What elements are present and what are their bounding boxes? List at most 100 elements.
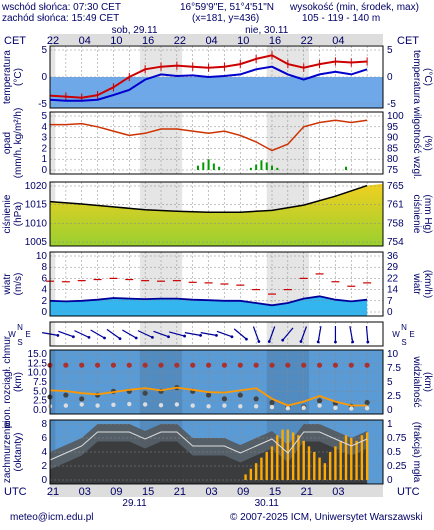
wind-direction-arrow <box>268 326 276 342</box>
wind-tick-kmh: 7 <box>387 296 393 307</box>
fog-bar <box>260 457 263 480</box>
left-axis-unit: (hPa) <box>13 202 24 226</box>
cloud-mid-dot <box>142 390 148 396</box>
footer-email[interactable]: meteo@icm.edu.pl <box>10 512 94 523</box>
top-tz-left: CET <box>4 35 26 47</box>
fog-bar <box>350 438 353 480</box>
cloud-top-dot <box>253 362 259 368</box>
bottom-tz-left: UTC <box>4 486 27 498</box>
night-shade <box>50 252 56 316</box>
cloud-low-dot <box>364 405 370 411</box>
left-axis-title: opad <box>2 132 13 154</box>
precipitation-bar <box>197 165 199 170</box>
fog-bar <box>334 446 337 480</box>
panel-background <box>50 112 383 174</box>
wind-tick-ms: 6 <box>41 273 47 284</box>
precipitation-bar <box>212 163 215 170</box>
right-axis-unit: (%) <box>422 135 433 151</box>
pressure-tick-mmhg: 761 <box>387 200 404 211</box>
cloud-cover-tick: 8 <box>41 419 47 430</box>
cloud-mid-dot <box>205 392 212 398</box>
cloud-top-dot <box>237 362 243 368</box>
fog-fraction-tick: 0.25 <box>387 461 407 472</box>
cloud-top-dot <box>63 362 69 368</box>
cloud-low-dot <box>174 402 180 407</box>
temp-tick-left: 5 <box>41 45 47 56</box>
visibility-tick: 7.5 <box>387 363 401 374</box>
bottom-hour-label: 21 <box>301 486 313 498</box>
wind-arrow-head <box>245 337 248 341</box>
cloud-mid-dot <box>79 396 85 402</box>
cloud-extent-tick: 2.5 <box>33 396 47 407</box>
wind-direction-arrow <box>106 328 121 340</box>
wind-tick-ms: 0 <box>41 307 47 318</box>
height-values: 105 - 119 - 140 m <box>302 13 381 24</box>
wind-arrow-head <box>316 340 320 344</box>
cloud-low-dot <box>253 404 259 409</box>
top-hour-label: 22 <box>301 35 313 47</box>
wind-direction-arrow <box>365 325 369 343</box>
top-day-label: sob, 29.11 <box>112 25 158 36</box>
precipitation-bar <box>249 167 252 170</box>
wind-tick-kmh: 14 <box>387 285 399 296</box>
visibility-tick: 10 <box>387 349 399 360</box>
precipitation-bar <box>271 165 273 170</box>
top-hour-label: 22 <box>174 35 186 47</box>
panel-border <box>49 181 384 247</box>
pressure-tick-hpa: 1015 <box>25 200 48 211</box>
precipitation-bar <box>265 162 268 170</box>
wind-tick-ms: 2 <box>41 296 47 307</box>
pressure-tick-hpa: 1005 <box>25 237 48 248</box>
top-tz-right: CET <box>397 35 419 47</box>
sunrise-text: wschód słońca: 07:30 CET <box>2 2 121 13</box>
wind-direction-arrow <box>349 326 354 342</box>
cloud-low-dot <box>222 403 227 408</box>
precipitation-bar <box>207 159 210 170</box>
wind-arrow-head <box>183 334 186 338</box>
wind-arrow-head <box>215 333 218 337</box>
fog-fraction-tick: 0.5 <box>387 447 401 458</box>
sunset-text: zachód słońca: 15:49 CET <box>2 13 120 24</box>
wind-direction-arrow <box>58 330 74 338</box>
bottom-tz-right: UTC <box>397 486 420 498</box>
compass-s-right: S <box>401 338 406 347</box>
night-shade <box>266 112 309 174</box>
cloud-low-dot <box>301 405 306 410</box>
wind-arrow-head <box>56 333 60 337</box>
wind-direction-arrow <box>168 331 185 337</box>
bottom-hour-label: 03 <box>79 486 91 498</box>
left-axis-title: pion. rozciągł. chmur <box>2 335 13 428</box>
cloud-extent-tick: 15.0 <box>28 349 48 360</box>
cloud-top-dot <box>348 362 354 368</box>
fog-bar <box>297 435 300 480</box>
wind-direction-arrow <box>317 326 322 342</box>
compass-w: W <box>8 330 16 339</box>
right-axis-title: temperatura <box>411 50 422 104</box>
panel-border <box>49 419 384 485</box>
right-axis-title: wilgotność wzgl. <box>411 106 422 179</box>
wind-direction-arrow <box>153 330 169 338</box>
wind-arrow-head <box>87 335 91 339</box>
top-hour-label: 16 <box>142 35 154 47</box>
fog-fraction-tick: 0 <box>387 475 393 486</box>
cloud-low-dot <box>238 404 243 409</box>
wind-direction-arrow <box>252 326 260 342</box>
visibility-tick: 5 <box>387 377 393 388</box>
cloud-top-dot <box>221 362 228 368</box>
cloud-low-dot <box>63 403 69 408</box>
wind-tick-ms: 4 <box>41 285 47 296</box>
cloud-low-dot <box>190 403 195 408</box>
precipitation-bar <box>345 166 347 170</box>
fog-bar <box>323 463 327 480</box>
precipitation-bar <box>276 167 279 170</box>
fog-bar <box>328 452 332 480</box>
panel-border <box>49 45 384 109</box>
compass-e: E <box>25 330 30 339</box>
cloud-top-dot <box>126 362 132 368</box>
wind-direction-arrow <box>184 332 201 336</box>
wind-direction-arrow <box>282 327 294 341</box>
fog-bar <box>365 432 369 480</box>
dew-point-line <box>49 65 368 102</box>
cloud-cover-line <box>49 431 368 461</box>
wind-arrow-head <box>351 340 355 344</box>
